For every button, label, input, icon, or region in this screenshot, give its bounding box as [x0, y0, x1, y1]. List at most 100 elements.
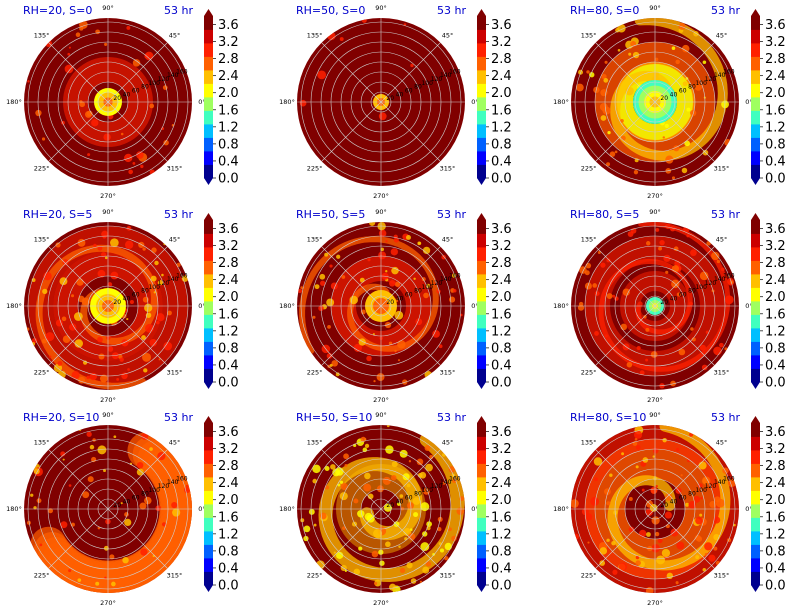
heat-speckle: [413, 277, 416, 281]
heat-speckle: [393, 237, 399, 243]
heat-speckle: [129, 299, 134, 304]
colorbar-tick-label: 3.6: [218, 425, 239, 440]
heat-speckle: [449, 296, 456, 303]
heat-speckle: [82, 491, 90, 499]
colorbar-segment: [204, 233, 213, 248]
colorbar-tick-label: 0.8: [765, 544, 786, 559]
grid-spoke: [107, 101, 168, 162]
heat-speckle: [394, 349, 397, 353]
colorbar-tick-label: 0.0: [218, 172, 239, 187]
panel-time-label: 53 hr: [711, 208, 740, 221]
heat-speckle: [635, 465, 639, 469]
heat-speckle: [599, 102, 608, 111]
heat-speckle: [299, 99, 307, 107]
heat-speckle: [326, 298, 335, 307]
colorbar-segment: [477, 247, 486, 261]
colorbar-segment: [751, 110, 760, 125]
heat-speckle: [39, 543, 43, 547]
angle-tick-label: 135°: [34, 439, 50, 447]
colorbar-tick-label: 2.4: [218, 69, 239, 84]
heat-speckle: [33, 506, 37, 510]
colorbar-segment: [477, 151, 486, 165]
heat-speckle: [68, 484, 72, 487]
heat-spiral: [35, 244, 158, 390]
panel-time-label: 53 hr: [164, 208, 193, 221]
colorbar-segment: [477, 43, 486, 57]
heat-speckle: [49, 355, 52, 358]
radial-tick-label: 140: [167, 479, 179, 486]
radial-tick-label: 60: [679, 292, 687, 299]
angle-tick-label: 270°: [373, 192, 389, 200]
heat-speckle: [57, 361, 63, 366]
heat-speckle: [575, 83, 584, 92]
heat-speckle: [364, 443, 370, 448]
colorbar-tick-label: 2.0: [491, 86, 512, 101]
heat-speckle: [408, 460, 412, 463]
heat-speckle: [617, 48, 621, 52]
heat-speckle: [139, 502, 147, 510]
colorbar-segment: [477, 504, 486, 518]
colorbar-segment: [751, 16, 760, 30]
heat-speckle: [612, 294, 616, 298]
heat-speckle: [675, 447, 680, 452]
heat-speckle: [442, 481, 446, 485]
angle-tick-label: 90°: [375, 4, 387, 12]
colorbar-segment: [204, 70, 213, 84]
heat-speckle: [444, 542, 452, 551]
heat-speckle: [594, 477, 598, 482]
heat-speckle: [681, 167, 688, 174]
colorbar-segment: [477, 220, 486, 234]
radial-tick-label: 40: [123, 295, 131, 302]
radial-tick-label: 120: [431, 76, 443, 83]
grid-spoke: [321, 101, 382, 162]
heat-speckle: [358, 546, 363, 551]
heat-speckle: [702, 60, 707, 65]
angle-tick-label: 225°: [581, 164, 597, 172]
heat-speckle: [103, 545, 109, 551]
heat-speckle: [694, 534, 701, 541]
heat-speckle: [337, 483, 341, 487]
angle-tick-label: 225°: [34, 368, 50, 376]
heat-speckle: [144, 496, 152, 505]
radial-tick-label: 40: [123, 498, 131, 505]
angle-tick-label: 270°: [100, 396, 116, 404]
heat-speckle: [406, 483, 411, 488]
colorbar-segment: [751, 233, 760, 248]
heat-speckle: [634, 158, 639, 163]
heat-speckle: [87, 153, 91, 157]
colorbar-segment: [204, 137, 213, 152]
grid-spoke: [107, 42, 168, 103]
colorbar-segment: [751, 355, 760, 369]
heat-speckle: [651, 516, 660, 525]
angle-tick-label: 90°: [102, 208, 114, 216]
radial-tick-label: 80: [414, 491, 422, 498]
heat-speckle: [374, 582, 378, 585]
heat-speckle: [586, 70, 590, 74]
panel-time-label: 53 hr: [437, 411, 466, 424]
heat-speckle: [606, 258, 611, 263]
heat-speckle: [724, 347, 728, 351]
colorbar-extend-bottom: [477, 382, 486, 389]
heat-speckle: [30, 493, 34, 497]
heat-speckle: [713, 516, 721, 524]
heat-speckle: [634, 437, 638, 441]
colorbar-segment: [477, 301, 486, 315]
angle-tick-label: 90°: [375, 208, 387, 216]
heat-speckle: [167, 310, 172, 316]
heat-speckle: [68, 569, 72, 573]
angle-tick-label: 0°: [198, 302, 205, 310]
heat-speckle: [390, 248, 398, 256]
colorbar-segment: [477, 517, 486, 532]
heat-speckle: [628, 526, 635, 533]
heat-speckle: [635, 560, 641, 566]
heat-speckle: [329, 264, 333, 268]
colorbar-segment: [751, 504, 760, 518]
heat-speckle: [413, 512, 419, 518]
colorbar-segment: [751, 29, 760, 44]
colorbar-tick-label: 2.4: [218, 476, 239, 491]
heat-speckle: [695, 555, 700, 560]
radial-tick-label: 20: [386, 95, 394, 102]
heat-speckle: [342, 526, 346, 530]
colorbar: 3.6 3.2 2.8 2.4 2.0 1.6 1.2 0.8 0.4 0.0: [204, 416, 239, 594]
